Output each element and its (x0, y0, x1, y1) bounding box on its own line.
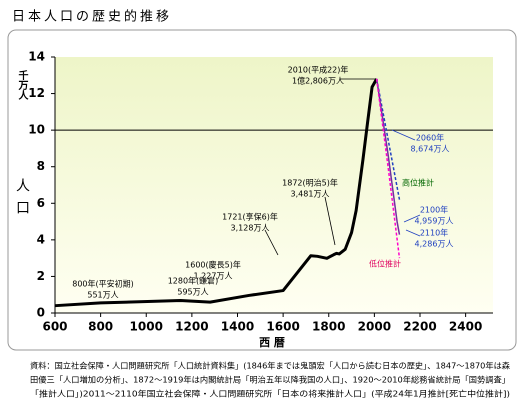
x-tick-label: 2200 (403, 320, 436, 334)
annotation: 2100年 (420, 205, 448, 215)
series-line (54, 78, 378, 308)
x-axis-label: 西 暦 (259, 336, 285, 349)
x-tick-label: 2400 (449, 320, 482, 334)
source-note: 田優三「人口増加の分析」、1872～1919年は内閣統計局「明治五年以降我国の人… (30, 375, 510, 385)
y-tick-label: 14 (28, 50, 45, 64)
annotation: 2010(平成22)年 (288, 65, 349, 75)
y-axis-label: 人口 (14, 178, 30, 222)
annotation-arrow (391, 129, 416, 141)
y-tick-label: 10 (28, 123, 45, 137)
x-tick-label: 2000 (358, 320, 391, 334)
source-note: 資料：国立社会保障・人口問題研究所「人口統計資料集」(1846年までは鬼頭宏「人… (30, 361, 510, 371)
x-tick-label: 800 (88, 320, 113, 334)
annotation-arrow (264, 229, 279, 256)
x-tick-label: 1600 (266, 320, 299, 334)
annotation: 3,481万人 (291, 190, 330, 199)
x-tick-label: 1200 (175, 320, 208, 334)
plot-area (55, 57, 493, 313)
annotation: 2110年 (420, 228, 448, 238)
series-line (375, 78, 401, 200)
y-tick-label: 12 (28, 86, 45, 100)
annotation: 1億2,806万人 (292, 76, 344, 86)
annotation: 3,128万人 (231, 224, 270, 233)
annotation: 1600(慶長5)年 (185, 260, 241, 270)
annotation: 1872(明治5)年 (282, 178, 338, 188)
chart-title: 日本人口の歴史的推移 (12, 9, 172, 25)
y-tick-label: 8 (37, 159, 45, 173)
annotation: 4,959万人 (415, 217, 454, 226)
source-note: 「推計人口」)2011～2110年国立社会保障・人口問題研究所「日本の将来推計人… (30, 389, 510, 399)
y-tick-label: 6 (37, 196, 45, 210)
annotation: 595万人 (177, 288, 208, 297)
x-tick-label: 1400 (221, 320, 254, 334)
x-tick-label: 1000 (130, 320, 163, 334)
y-tick-label: 4 (37, 232, 45, 246)
annotation: 551万人 (87, 291, 118, 300)
series-line (375, 78, 401, 235)
annotation-arrow (324, 196, 336, 246)
annotation: 低位推計 (369, 259, 401, 269)
annotation-arrow (405, 229, 421, 237)
annotation: 1721(享保6)年 (222, 212, 278, 222)
y-unit: 千万人 (16, 69, 29, 100)
annotation: 2060年 (416, 133, 444, 143)
annotation: 高位推計 (402, 178, 434, 188)
annotation: 1280年(鎌倉) (168, 276, 219, 286)
annotation: 1,227万人 (194, 272, 233, 281)
x-tick-label: 1800 (312, 320, 345, 334)
annotation-arrow (403, 214, 421, 223)
annotation: 8,674万人 (411, 145, 450, 154)
y-tick-label: 2 (37, 269, 45, 283)
y-tick-label: 0 (37, 306, 45, 320)
annotation: 4,286万人 (415, 240, 454, 249)
x-tick-label: 600 (42, 320, 67, 334)
series-line (375, 78, 401, 259)
annotation: 800年(平安初期) (72, 279, 134, 289)
